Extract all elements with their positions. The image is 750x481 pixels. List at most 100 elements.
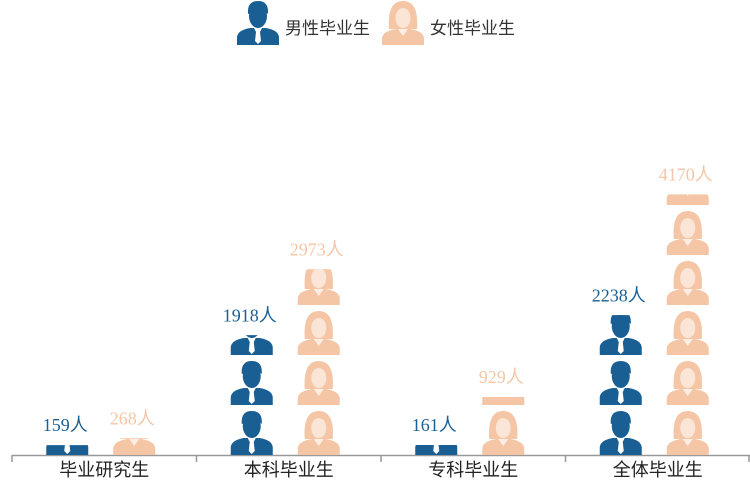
x-tick-label: 全体毕业生 [613,460,703,480]
icon-body [666,389,709,405]
icon-body [666,239,709,255]
male-icon [599,411,642,455]
icon-hair [241,361,262,374]
icon-face [680,318,696,338]
icon-tie [433,444,440,454]
female-icon [113,438,156,455]
icon-face [311,269,327,288]
value-label: 1918人 [223,305,277,325]
icon-tie [616,338,625,354]
pictograph-column [297,269,340,455]
icon-hair [120,438,149,439]
icon-collar [313,289,324,296]
female-icon [297,361,340,405]
icon-body [113,439,156,455]
icon-body [666,194,709,205]
female-icon [666,194,709,205]
icon-body [297,339,340,355]
icon-tie [616,438,625,454]
icon-collar [313,339,324,346]
female-icon [482,411,525,455]
icon-body [297,389,340,405]
female-icon [666,411,709,455]
female-icon [666,311,709,355]
legend-label: 女性毕业生 [430,19,515,38]
icon-hair [610,411,631,424]
pictograph-column [46,445,89,455]
female-icon [666,211,709,255]
icon-collar [686,194,689,196]
female-icon [382,1,424,45]
icon-hair [610,361,631,374]
female-icon [297,311,340,355]
male-icon [415,444,458,455]
legend-item [237,1,279,45]
value-label: 161人 [412,415,457,435]
icon-face [495,418,511,438]
male-icon [237,1,279,45]
icon-tie [64,445,71,454]
icon-body [666,289,709,305]
icon-face [680,218,696,238]
icon-hair [247,1,269,14]
male-icon [599,361,642,405]
icon-collar [682,239,693,246]
male-icon [599,315,642,355]
value-label: 268人 [110,408,155,428]
icon-face [311,368,327,388]
icon-collar [682,289,693,296]
icon-collar [313,439,324,446]
male-icon [230,335,273,355]
icon-collar [682,439,693,446]
x-tick-label: 本科毕业生 [244,460,334,480]
pictograph-column [482,389,525,455]
icon-tie [247,438,256,454]
female-icon [297,269,340,305]
icon-collar [129,439,140,446]
pictograph-column [415,444,458,455]
pictograph-column [230,335,273,455]
x-tick-label: 专科毕业生 [428,460,518,480]
value-label: 2238人 [592,285,646,305]
male-icon [230,411,273,455]
value-label: 159人 [43,415,88,435]
icon-collar [682,389,693,396]
icon-collar [398,29,408,36]
icon-tie [247,388,256,404]
icon-body [382,29,424,45]
icon-face [311,318,327,338]
pictograph-column [113,438,156,455]
value-label: 929人 [479,367,524,387]
icon-body [297,289,340,305]
icon-collar [498,389,508,396]
icon-face [395,8,411,28]
icon-body [666,439,709,455]
icon-collar [498,439,509,446]
icon-body [482,396,525,405]
icon-face [311,418,327,438]
icon-collar [313,389,324,396]
icon-body [297,439,340,455]
female-icon [297,411,340,455]
x-tick-label: 毕业研究生 [59,460,149,480]
male-icon [46,445,89,455]
icon-tie [616,388,625,404]
male-icon [230,361,273,405]
female-icon [666,261,709,305]
icon-face [680,268,696,288]
female-icon [482,389,525,405]
icon-body [482,439,525,455]
legend-item [382,1,424,45]
pictograph-column [666,194,709,455]
icon-head [245,335,258,338]
icon-face [680,368,696,388]
icon-hair [241,411,262,424]
icon-body [666,339,709,355]
pictograph-column [599,315,642,455]
icon-collar [682,339,693,346]
female-icon [666,361,709,405]
legend-label: 男性毕业生 [285,19,370,38]
icon-hair [610,315,631,324]
icon-tie [247,338,256,354]
